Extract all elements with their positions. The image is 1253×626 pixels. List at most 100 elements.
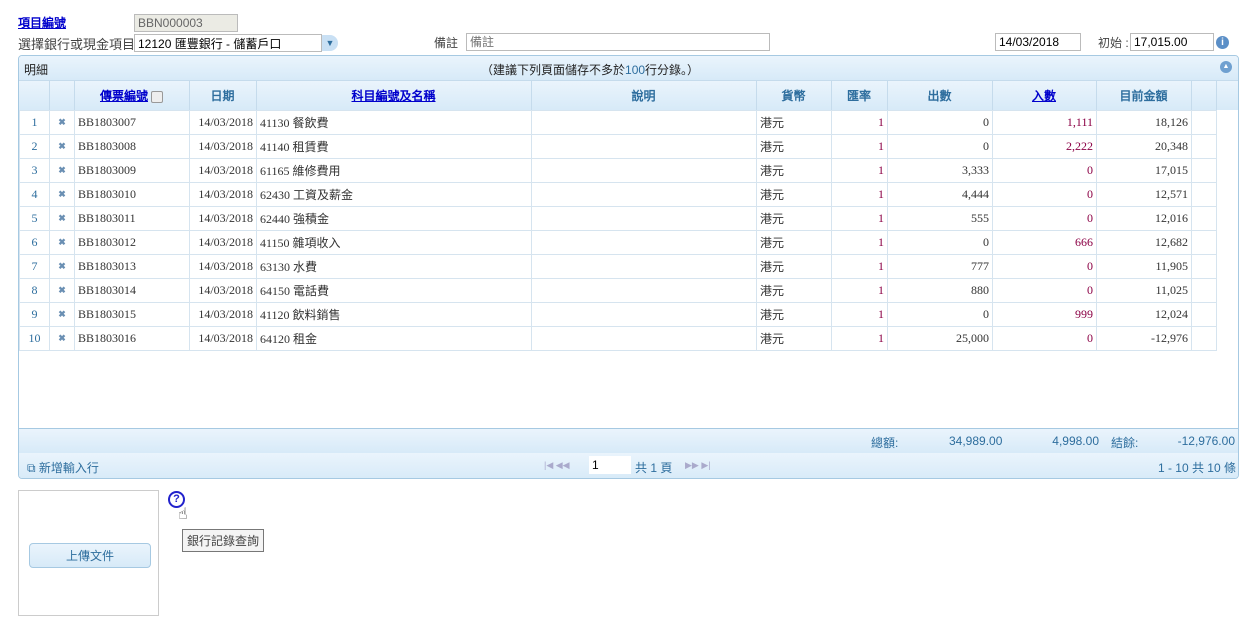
col-balance: 目前金額	[1096, 81, 1192, 110]
amount-out: 4,444	[887, 182, 993, 207]
currency: 港元	[756, 206, 832, 231]
account: 62440 強積金	[256, 206, 532, 231]
total-pages: 共 1 頁	[635, 461, 673, 475]
col-in[interactable]: 入數	[1031, 89, 1056, 103]
amount-out: 777	[887, 254, 993, 279]
description	[531, 278, 757, 303]
first-prev-page-icons[interactable]: |◀ ◀◀	[544, 460, 570, 470]
table-row[interactable]: 4 ✖ BB1803010 14/03/2018 62430 工資及薪金 港元 1 4,444…	[19, 182, 1217, 207]
spacer	[1191, 302, 1217, 327]
date: 14/03/2018	[189, 254, 257, 279]
delete-icon[interactable]: ✖	[49, 110, 75, 135]
date: 14/03/2018	[189, 302, 257, 327]
delete-icon[interactable]: ✖	[49, 278, 75, 303]
col-desc: 說明	[531, 81, 757, 110]
spacer	[1191, 254, 1217, 279]
date: 14/03/2018	[189, 278, 257, 303]
row-number: 3	[19, 158, 50, 183]
rate: 1	[831, 182, 888, 207]
amount-out: 0	[887, 302, 993, 327]
table-row[interactable]: 6 ✖ BB1803012 14/03/2018 41150 雜項收入 港元 1 0 666 12…	[19, 230, 1217, 255]
chevron-down-icon[interactable]: ▼	[322, 35, 338, 51]
delete-icon[interactable]: ✖	[49, 302, 75, 327]
table-row[interactable]: 5 ✖ BB1803011 14/03/2018 62440 強積金 港元 1 555 0 12,…	[19, 206, 1217, 231]
bank-label: 選擇銀行或現金項目	[18, 37, 136, 52]
opening-balance-input[interactable]	[1130, 33, 1214, 51]
table-row[interactable]: 10 ✖ BB1803016 14/03/2018 64120 租金 港元 1 25,000 0…	[19, 326, 1217, 351]
delete-icon[interactable]: ✖	[49, 326, 75, 351]
amount-in: 999	[992, 302, 1097, 327]
page-input[interactable]	[589, 456, 631, 474]
amount-out: 0	[887, 230, 993, 255]
account: 41150 雜項收入	[256, 230, 532, 255]
currency: 港元	[756, 182, 832, 207]
spacer	[1191, 206, 1217, 231]
amount-in: 1,111	[992, 110, 1097, 135]
table-row[interactable]: 8 ✖ BB1803014 14/03/2018 64150 電話費 港元 1 880 0 11,…	[19, 278, 1217, 303]
col-account[interactable]: 科目編號及名稱	[351, 89, 436, 103]
row-number: 5	[19, 206, 50, 231]
select-all-checkbox[interactable]	[151, 91, 163, 104]
rate: 1	[831, 206, 888, 231]
delete-icon[interactable]: ✖	[49, 134, 75, 159]
add-row-button[interactable]: ⧉ 新增輸入行	[27, 461, 99, 475]
spacer	[1191, 110, 1217, 135]
spacer	[1191, 230, 1217, 255]
table-row[interactable]: 3 ✖ BB1803009 14/03/2018 61165 維修費用 港元 1 3,333 0…	[19, 158, 1217, 183]
upload-button[interactable]: 上傳文件	[29, 543, 151, 568]
voucher-no: BB1803010	[74, 182, 190, 207]
row-number: 4	[19, 182, 50, 207]
voucher-no: BB1803014	[74, 278, 190, 303]
opening-label: 初始 :	[1098, 36, 1129, 50]
amount-in: 2,222	[992, 134, 1097, 159]
col-voucher[interactable]: 傳票編號	[99, 89, 148, 103]
row-number: 2	[19, 134, 50, 159]
remark-input[interactable]	[466, 33, 770, 51]
currency: 港元	[756, 158, 832, 183]
spacer	[1191, 134, 1217, 159]
date: 14/03/2018	[189, 158, 257, 183]
delete-icon[interactable]: ✖	[49, 158, 75, 183]
table-row[interactable]: 9 ✖ BB1803015 14/03/2018 41120 飲料銷售 港元 1 0 999 12…	[19, 302, 1217, 327]
rate: 1	[831, 302, 888, 327]
date: 14/03/2018	[189, 134, 257, 159]
delete-icon[interactable]: ✖	[49, 182, 75, 207]
row-number: 7	[19, 254, 50, 279]
info-icon[interactable]: i	[1216, 36, 1229, 49]
table-row[interactable]: 2 ✖ BB1803008 14/03/2018 41140 租賃費 港元 1 0 2,222 2…	[19, 134, 1217, 159]
table-row[interactable]: 7 ✖ BB1803013 14/03/2018 63130 水費 港元 1 777 0 11,9…	[19, 254, 1217, 279]
row-number: 1	[19, 110, 50, 135]
account: 61165 維修費用	[256, 158, 532, 183]
balance: 20,348	[1096, 134, 1192, 159]
delete-icon[interactable]: ✖	[49, 254, 75, 279]
collapse-icon[interactable]: ▲	[1220, 61, 1232, 73]
balance: -12,976	[1096, 326, 1192, 351]
project-no-field	[134, 14, 238, 32]
description	[531, 134, 757, 159]
description	[531, 206, 757, 231]
remark-label: 備註	[434, 36, 459, 50]
help-icon[interactable]: ?	[168, 491, 185, 508]
voucher-no: BB1803016	[74, 326, 190, 351]
balance: 17,015	[1096, 158, 1192, 183]
amount-out: 3,333	[887, 158, 993, 183]
voucher-no: BB1803007	[74, 110, 190, 135]
spacer	[1191, 326, 1217, 351]
next-last-page-icons[interactable]: ▶▶ ▶|	[685, 460, 711, 470]
rate: 1	[831, 158, 888, 183]
table-row[interactable]: 1 ✖ BB1803007 14/03/2018 41130 餐飲費 港元 1 0 1,111 1…	[19, 110, 1217, 135]
amount-out: 25,000	[887, 326, 993, 351]
currency: 港元	[756, 254, 832, 279]
voucher-no: BB1803009	[74, 158, 190, 183]
bank-select[interactable]	[134, 34, 322, 52]
delete-icon[interactable]: ✖	[49, 206, 75, 231]
project-no-link[interactable]: 項目編號	[18, 16, 67, 30]
account: 41140 租賃費	[256, 134, 532, 159]
date-input[interactable]	[995, 33, 1081, 51]
date: 14/03/2018	[189, 110, 257, 135]
record-range: 1 - 10 共 10 條	[1157, 461, 1236, 475]
voucher-no: BB1803012	[74, 230, 190, 255]
voucher-no: BB1803008	[74, 134, 190, 159]
delete-icon[interactable]: ✖	[49, 230, 75, 255]
row-number: 9	[19, 302, 50, 327]
